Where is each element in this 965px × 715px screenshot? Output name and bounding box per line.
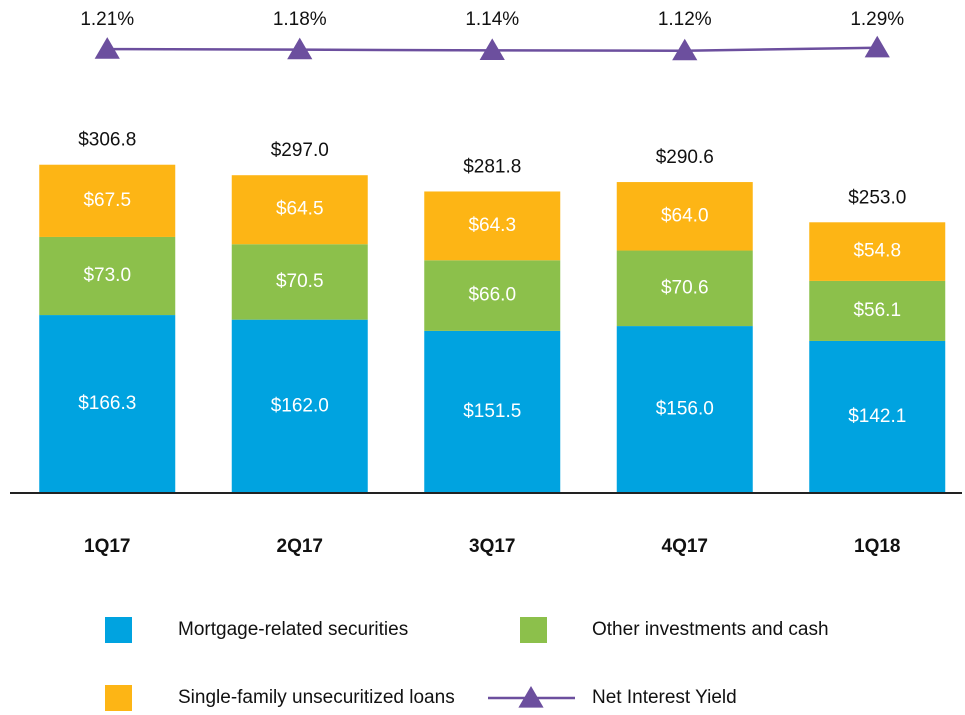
legend-label: Single-family unsecuritized loans (178, 687, 455, 708)
bar-segment (424, 260, 561, 331)
x-tick-label: 3Q17 (469, 536, 515, 557)
yield-label: 1.14% (465, 9, 519, 30)
legend-label: Mortgage-related securities (178, 619, 408, 640)
yield-marker (94, 37, 120, 59)
bar-segment (424, 330, 561, 493)
bar-segment (809, 340, 946, 493)
total-label: $253.0 (848, 187, 906, 208)
x-tick-label: 1Q17 (84, 536, 130, 557)
bar-segment (809, 222, 946, 281)
bar-segment (39, 236, 176, 316)
segment-label: $70.6 (661, 277, 709, 298)
yield-label: 1.29% (850, 9, 904, 30)
legend-marker (518, 686, 544, 708)
legend-swatch (520, 617, 547, 643)
segment-label: $151.5 (463, 401, 521, 422)
yield-marker (864, 35, 890, 58)
x-tick-label: 4Q17 (662, 536, 708, 557)
bar-segment (616, 326, 753, 493)
total-label: $306.8 (78, 130, 136, 151)
yield-marker (672, 38, 698, 61)
legend-label: Net Interest Yield (592, 687, 737, 708)
segment-label: $56.1 (853, 300, 901, 321)
segment-label: $162.0 (271, 395, 329, 416)
segment-label: $73.0 (83, 265, 131, 286)
bar-segment (231, 319, 368, 493)
total-label: $297.0 (271, 140, 329, 161)
bar-segment (39, 315, 176, 493)
segment-label: $64.3 (468, 215, 516, 236)
yield-marker (479, 38, 505, 60)
bar-segment (809, 280, 946, 341)
segment-label: $67.5 (83, 190, 131, 211)
legend-label: Other investments and cash (592, 619, 829, 640)
bar-segment (424, 191, 561, 261)
yield-marker (287, 37, 313, 60)
x-tick-label: 2Q17 (277, 536, 323, 557)
segment-label: $54.8 (853, 241, 901, 262)
yield-label: 1.18% (273, 9, 327, 30)
bar-segment (616, 182, 753, 251)
x-tick-label: 1Q18 (854, 536, 900, 557)
segment-label: $66.0 (468, 285, 516, 306)
segment-label: $166.3 (78, 393, 136, 414)
segment-label: $156.0 (656, 399, 714, 420)
yield-label: 1.12% (658, 9, 712, 30)
bar-segment (231, 175, 368, 245)
segment-label: $142.1 (848, 406, 906, 427)
bar-segment (616, 250, 753, 327)
total-label: $281.8 (463, 156, 521, 177)
segment-label: $70.5 (276, 271, 324, 292)
bar-segment (39, 164, 176, 237)
bar-segment (231, 244, 368, 320)
yield-label: 1.21% (80, 9, 134, 30)
total-label: $290.6 (656, 147, 714, 168)
segment-label: $64.0 (661, 205, 709, 226)
legend-swatch (105, 617, 132, 643)
segment-label: $64.5 (276, 199, 324, 220)
legend-swatch (105, 685, 132, 711)
